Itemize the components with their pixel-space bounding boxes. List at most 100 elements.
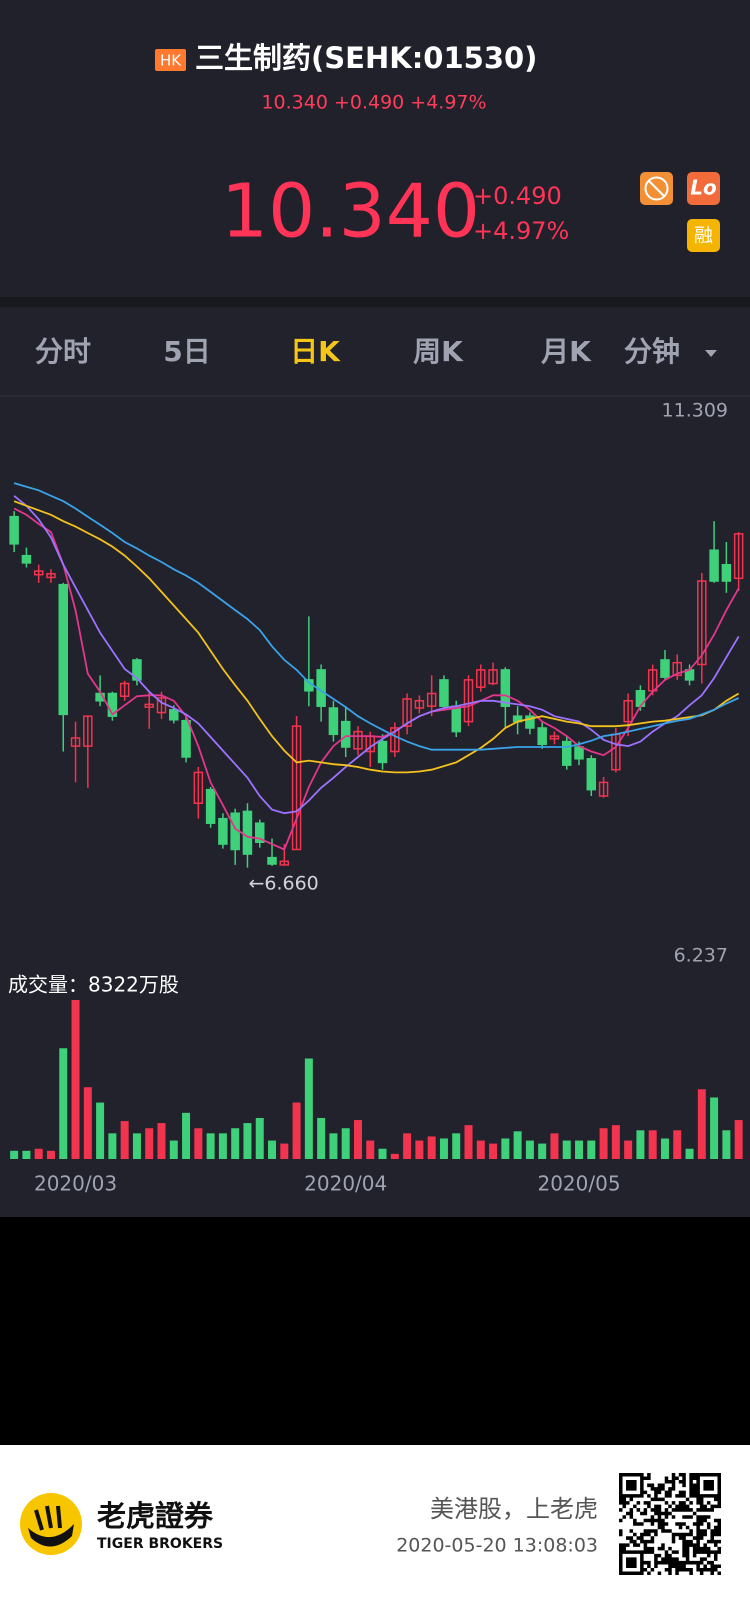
- volume-bar: [403, 1133, 412, 1159]
- volume-bar: [599, 1128, 608, 1159]
- volume-bar: [243, 1123, 252, 1159]
- volume-bar: [673, 1130, 682, 1159]
- candle-body: [414, 700, 425, 709]
- volume-bar: [390, 1153, 399, 1159]
- candle-body: [549, 735, 560, 740]
- volume-bar: [550, 1133, 559, 1159]
- candle-body: [476, 669, 486, 688]
- volume-bar: [648, 1130, 657, 1159]
- volume-bar: [10, 1150, 19, 1159]
- candle-body: [291, 725, 302, 851]
- price: 10.340: [221, 169, 480, 255]
- volume-bar: [120, 1121, 129, 1159]
- market-badge-text: HK: [160, 52, 182, 70]
- volume-bar: [268, 1140, 277, 1159]
- volume-bar: [464, 1125, 473, 1159]
- moving-average-line: [13, 482, 740, 751]
- volume-bar: [218, 1133, 227, 1159]
- volume-bar: [452, 1133, 461, 1159]
- volume-label: 成交量：8322万股: [8, 973, 179, 997]
- blank-area: [0, 1217, 750, 1445]
- candle-body: [672, 661, 683, 677]
- volume-bar: [734, 1120, 743, 1159]
- volume-bar: [624, 1140, 633, 1159]
- candle-body: [46, 573, 56, 579]
- candle-body: [426, 692, 437, 707]
- candle-body: [21, 554, 32, 564]
- candle-body: [537, 727, 547, 746]
- candle-body: [586, 758, 597, 791]
- candle-body: [119, 682, 130, 697]
- volume-bar: [108, 1133, 117, 1159]
- candle-body: [525, 715, 535, 729]
- tab[interactable]: 分时: [35, 335, 91, 368]
- tab[interactable]: 月K: [540, 335, 592, 368]
- candle-body: [463, 679, 474, 723]
- candle-body: [709, 549, 719, 582]
- tab[interactable]: 日K: [290, 335, 341, 368]
- volume-bar: [206, 1133, 215, 1159]
- candle-body: [144, 703, 154, 708]
- tab[interactable]: 周K: [413, 335, 464, 368]
- slogan: 美港股，上老虎: [430, 1495, 598, 1523]
- candle-body: [390, 727, 400, 753]
- candle-body: [218, 817, 228, 845]
- logo-stripe: [28, 1524, 74, 1547]
- volume-bar: [538, 1143, 547, 1159]
- icon-margin[interactable]: [687, 219, 720, 252]
- volume-bar: [304, 1058, 313, 1159]
- x-tick-label: 2020/04: [304, 1172, 387, 1196]
- candle-body: [181, 719, 191, 758]
- x-tick-label: 2020/03: [34, 1172, 117, 1196]
- volume-bar: [525, 1140, 534, 1159]
- timestamp: 2020-05-20 13:08:03: [396, 1535, 598, 1557]
- volume-bar: [132, 1133, 141, 1159]
- volume-bar: [194, 1128, 203, 1159]
- volume-bar: [292, 1102, 301, 1159]
- candle-body: [83, 715, 93, 747]
- volume-bar: [83, 1087, 92, 1159]
- candle-body: [377, 740, 388, 764]
- volume-bar: [255, 1117, 264, 1159]
- low-marker-label: 6.660: [264, 872, 318, 894]
- tab[interactable]: 5日: [163, 335, 210, 368]
- volume-bar: [722, 1130, 731, 1159]
- candle-body: [9, 515, 19, 545]
- volume-bar: [34, 1148, 43, 1159]
- tab[interactable]: 分钟: [624, 335, 680, 368]
- separator: [0, 297, 750, 307]
- volume-bar: [685, 1148, 694, 1159]
- volume-bar: [562, 1140, 571, 1159]
- brand: 老虎證券: [97, 1499, 214, 1533]
- logo-stripe: [34, 1505, 62, 1531]
- chart-bg: [0, 307, 750, 1217]
- candle-body: [439, 679, 449, 707]
- candle-body: [205, 788, 216, 824]
- volume-bar: [501, 1138, 510, 1159]
- candle-body: [561, 740, 572, 766]
- price-change: +0.490: [473, 182, 562, 210]
- qr-code: [619, 1473, 721, 1575]
- moving-average-line: [13, 500, 740, 774]
- volume-bar: [489, 1143, 498, 1159]
- y-tick-label: 11.309: [662, 400, 728, 422]
- volume-bar: [710, 1097, 719, 1159]
- quote-line: 10.340 +0.490 +4.97%: [261, 92, 486, 114]
- candle-body: [279, 860, 290, 866]
- candle-body: [500, 669, 511, 707]
- footer-bg: [0, 1445, 750, 1605]
- volume-bar: [636, 1130, 645, 1159]
- volume-bar: [280, 1143, 289, 1159]
- icon-lo[interactable]: [687, 172, 720, 205]
- volume-bar: [157, 1123, 166, 1159]
- volume-bar: [366, 1140, 375, 1159]
- volume-bar: [46, 1150, 55, 1159]
- candle-body: [58, 583, 69, 716]
- candle-body: [267, 856, 277, 865]
- candle-body: [733, 533, 744, 580]
- market-badge: [155, 49, 186, 71]
- volume-bar: [71, 1000, 80, 1159]
- volume-bar: [353, 1120, 362, 1159]
- volume-bar: [341, 1128, 350, 1159]
- dropdown-arrow[interactable]: [705, 350, 717, 357]
